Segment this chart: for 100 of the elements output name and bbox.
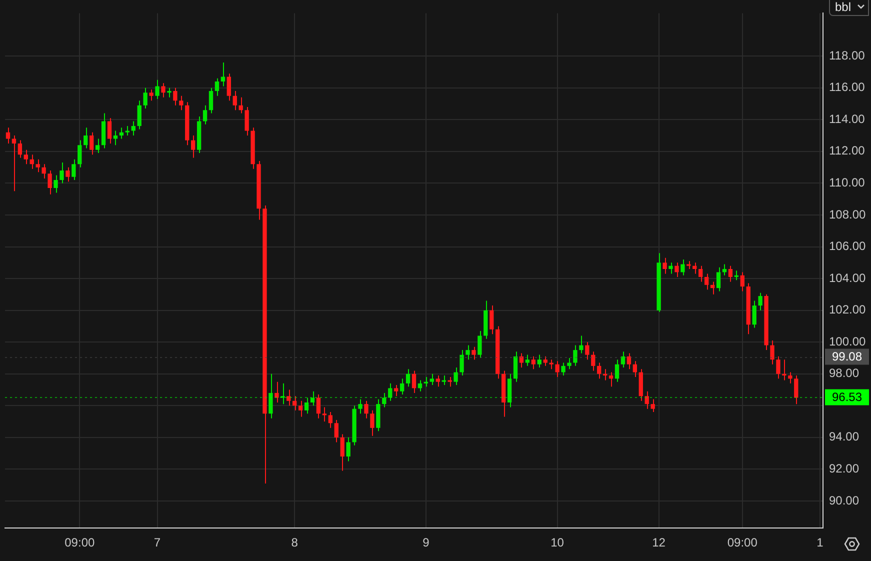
candlestick xyxy=(788,372,792,384)
candlestick xyxy=(507,373,512,408)
candlestick xyxy=(268,373,273,419)
x-tick-label: 7 xyxy=(154,536,161,550)
candlestick xyxy=(692,262,697,274)
candlestick xyxy=(722,264,727,276)
candlestick xyxy=(179,95,184,111)
candlestick xyxy=(298,400,303,418)
candlestick xyxy=(48,170,52,195)
candlestick xyxy=(442,374,446,386)
candlestick xyxy=(472,346,476,360)
candlestick xyxy=(316,394,321,419)
candlestick xyxy=(543,356,548,366)
candlestick xyxy=(728,265,733,282)
candlestick xyxy=(101,112,106,149)
candlestick xyxy=(549,359,554,370)
y-tick-label: 102.00 xyxy=(829,302,866,317)
x-tick-label: 09:00 xyxy=(64,536,95,550)
candlestick xyxy=(388,382,392,402)
candlestick xyxy=(632,360,638,378)
candlestick xyxy=(167,87,172,98)
candlestick xyxy=(42,164,46,179)
candlestick xyxy=(54,174,58,194)
candlestick xyxy=(597,362,602,380)
candlestick xyxy=(66,166,70,182)
y-tick-label: 108.00 xyxy=(829,207,866,222)
candlestick xyxy=(567,357,572,370)
candlestick xyxy=(585,342,590,360)
candlestick xyxy=(579,335,584,354)
y-tick-label: 98.00 xyxy=(829,366,860,380)
candlestick xyxy=(674,262,679,278)
candlestick xyxy=(412,370,416,394)
candlestick xyxy=(794,374,798,405)
candlestick xyxy=(78,140,82,168)
candlestick xyxy=(161,82,166,98)
candlestick xyxy=(537,354,542,368)
candlestick xyxy=(220,62,226,87)
candlestick xyxy=(608,372,614,388)
candlestick xyxy=(113,130,118,146)
candlestick xyxy=(214,78,220,96)
candlestick xyxy=(18,140,22,158)
candlestick xyxy=(232,90,237,111)
candlestick xyxy=(304,397,309,414)
candlestick xyxy=(770,340,774,365)
candlestick xyxy=(716,266,721,292)
candlestick xyxy=(173,87,178,106)
x-tick-label: 09:00 xyxy=(727,536,758,550)
candlestick xyxy=(226,73,232,102)
y-tick-label: 116.00 xyxy=(829,80,866,94)
y-tick-label: 110.00 xyxy=(829,176,866,190)
candlestick xyxy=(155,79,160,100)
x-tick-label: 9 xyxy=(422,536,430,550)
ref-line-label: 96.53 xyxy=(832,390,862,404)
candlestick xyxy=(531,356,536,370)
candlestick xyxy=(490,305,494,335)
candlestick xyxy=(95,138,100,154)
candlestick xyxy=(418,380,422,392)
candlestick xyxy=(90,132,94,156)
candlestick xyxy=(680,258,685,276)
candlestick xyxy=(191,135,196,158)
y-tick-label: 92.00 xyxy=(829,462,860,476)
candlestick xyxy=(60,162,64,184)
candlestick xyxy=(292,396,297,411)
x-tick-label: 10 xyxy=(550,536,564,550)
candlestick xyxy=(710,281,715,295)
candlestick xyxy=(119,127,124,140)
text: bbl xyxy=(835,0,852,14)
candlestick xyxy=(6,127,10,144)
candlestick xyxy=(436,374,440,388)
y-tick-label: 118.00 xyxy=(829,48,866,62)
y-tick-label: 106.00 xyxy=(829,239,866,254)
candlestick xyxy=(131,120,136,136)
candlestick xyxy=(555,360,560,378)
candlestick xyxy=(478,330,482,358)
x-tick-label: 8 xyxy=(291,536,298,550)
candlestick xyxy=(513,351,518,382)
candlestick xyxy=(740,272,744,292)
candlestick xyxy=(668,262,673,274)
candlestick xyxy=(310,390,315,406)
candlestick xyxy=(406,368,410,388)
candlestick xyxy=(202,104,208,125)
candlestick xyxy=(12,135,16,192)
candlestick xyxy=(525,354,530,366)
x-tick-label: 1 xyxy=(816,536,824,550)
candlestick xyxy=(137,100,142,130)
candlestick xyxy=(376,398,380,432)
candlestick xyxy=(704,273,709,290)
candlestick xyxy=(72,158,76,181)
candlestick xyxy=(460,350,464,376)
candlestick xyxy=(758,292,762,311)
candlestick xyxy=(454,367,458,386)
candlestick xyxy=(36,158,40,173)
candlestick xyxy=(752,300,756,328)
candlestick xyxy=(466,344,470,360)
ref-line-label: 99.08 xyxy=(832,350,862,364)
candlestick xyxy=(149,88,154,102)
y-tick-label: 90.00 xyxy=(829,493,860,508)
candlestick xyxy=(358,398,362,414)
candlestick xyxy=(644,390,649,410)
candlestick xyxy=(400,378,404,396)
